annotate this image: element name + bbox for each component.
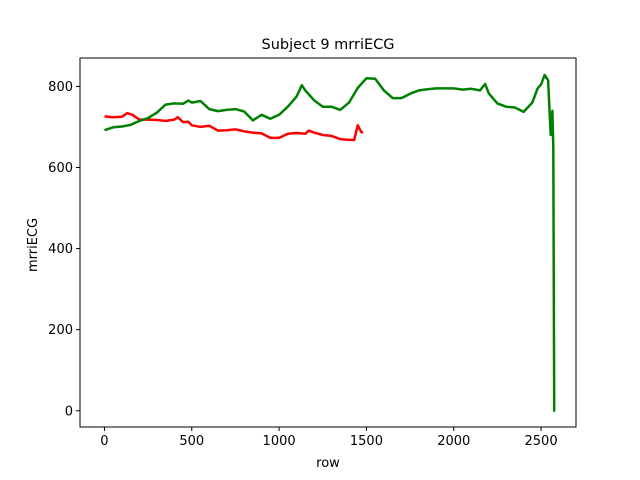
- y-axis-label: mrriECG: [26, 218, 41, 272]
- x-tick-label: 500: [179, 434, 204, 449]
- x-axis-label: row: [316, 456, 340, 471]
- x-tick-label: 2500: [525, 434, 558, 449]
- y-tick-label: 0: [65, 404, 73, 419]
- series-line-2: [104, 73, 556, 413]
- y-tick-label: 200: [48, 323, 73, 338]
- y-tick-label: 800: [48, 80, 73, 95]
- y-tick-label: 400: [48, 242, 73, 257]
- y-axis-ticks: 0 200 400 600 800: [48, 80, 80, 419]
- x-tick-label: 1500: [350, 434, 383, 449]
- series-layer: [104, 73, 556, 413]
- x-axis-ticks: 0 500 1000 1500 2000 2500: [100, 427, 558, 449]
- y-tick-label: 600: [48, 161, 73, 176]
- x-tick-label: 1000: [263, 434, 296, 449]
- x-tick-label: 2000: [437, 434, 470, 449]
- chart-title: Subject 9 mrriECG: [262, 37, 395, 53]
- plot-frame: [79, 57, 577, 428]
- series-line-1: [104, 111, 364, 142]
- x-tick-label: 0: [100, 434, 108, 449]
